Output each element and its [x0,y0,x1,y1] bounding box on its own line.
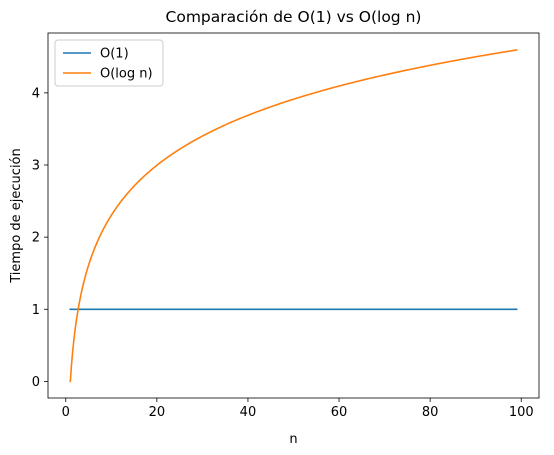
legend-label: O(1) [100,47,129,62]
legend: O(1) O(log n) [54,39,164,87]
x-tick-label: 100 [509,405,534,420]
y-tick-label: 1 [32,303,40,318]
x-tick-label: 20 [149,405,166,420]
y-tick-label: 3 [32,159,40,174]
x-axis: 0 20 40 60 80 100 [62,398,534,420]
series-line-ologn [69,49,518,383]
x-axis-label: n [289,432,297,447]
x-tick-label: 0 [62,405,70,420]
x-tick-label: 80 [422,405,439,420]
plot-area-frame [47,32,540,399]
x-tick-label: 40 [240,405,257,420]
legend-box [54,39,164,87]
y-tick-label: 2 [32,231,40,246]
chart-title: Comparación de O(1) vs O(log n) [166,8,422,26]
y-tick-label: 0 [32,375,40,390]
y-tick-label: 4 [32,86,40,101]
x-tick-label: 60 [331,405,348,420]
series-layer [69,49,518,383]
legend-label: O(log n) [100,67,153,82]
y-axis: 0 1 2 3 4 [32,86,48,390]
y-axis-label: Tiempo de ejecución [9,148,24,283]
